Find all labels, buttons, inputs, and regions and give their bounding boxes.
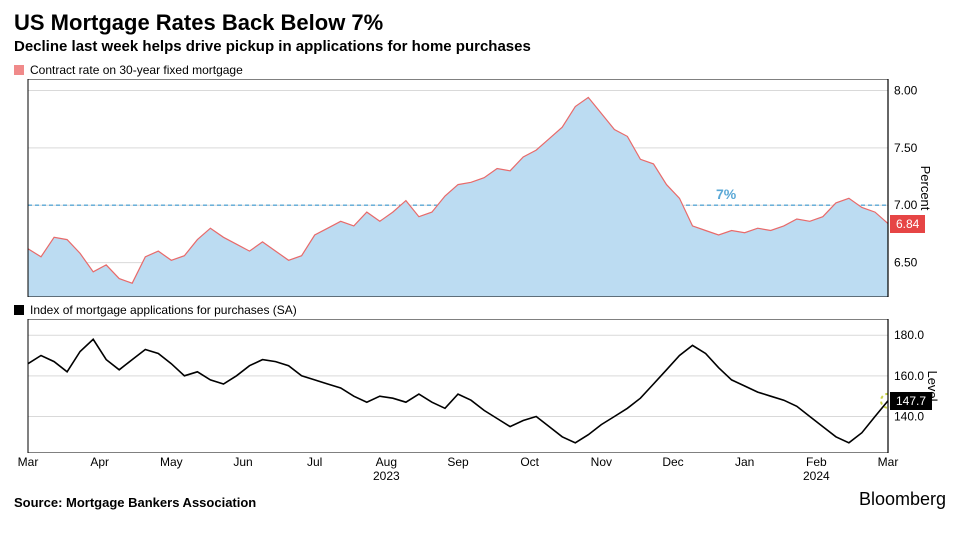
x-month-label: Sep: [447, 455, 468, 469]
x-year-label: 2023: [373, 469, 400, 483]
x-month-label: Mar: [18, 455, 39, 469]
svg-text:7.00: 7.00: [894, 198, 918, 212]
current-value-tag-top: 6.84: [890, 215, 925, 233]
x-month-label: Dec: [662, 455, 683, 469]
x-axis-labels: MarAprMayJunJulAugSepOctNovDecJanFebMar2…: [28, 453, 888, 487]
x-month-label: Jun: [233, 455, 252, 469]
source-label: Source: Mortgage Bankers Association: [14, 495, 256, 510]
svg-text:6.50: 6.50: [894, 256, 918, 270]
axis-title-top: Percent: [918, 166, 933, 211]
legend-label-top: Contract rate on 30-year fixed mortgage: [30, 63, 243, 77]
svg-text:7%: 7%: [716, 186, 737, 202]
chart-subtitle: Decline last week helps drive pickup in …: [14, 38, 946, 55]
x-month-label: Aug: [376, 455, 397, 469]
x-month-label: Jul: [307, 455, 322, 469]
x-month-label: Jan: [735, 455, 754, 469]
x-month-label: Oct: [520, 455, 539, 469]
svg-text:8.00: 8.00: [894, 83, 918, 97]
x-month-label: Mar: [878, 455, 899, 469]
svg-text:160.0: 160.0: [894, 369, 924, 383]
svg-text:140.0: 140.0: [894, 409, 924, 423]
x-month-label: Apr: [90, 455, 109, 469]
legend-swatch-top: [14, 65, 24, 75]
current-value-tag-bottom: 147.7: [890, 392, 932, 410]
svg-text:180.0: 180.0: [894, 328, 924, 342]
svg-text:7.50: 7.50: [894, 141, 918, 155]
chart-title: US Mortgage Rates Back Below 7%: [14, 10, 946, 36]
brand-label: Bloomberg: [859, 489, 946, 510]
x-month-label: Feb: [806, 455, 827, 469]
x-month-label: Nov: [591, 455, 612, 469]
bottom-chart: 140.0160.0180.0 Level 147.7: [14, 319, 946, 453]
legend-label-bottom: Index of mortgage applications for purch…: [30, 303, 297, 317]
top-chart: 6.50 7.00 7.50 8.00 7% Percent 6.84: [14, 79, 946, 297]
x-year-label: 2024: [803, 469, 830, 483]
x-month-label: May: [160, 455, 183, 469]
legend-swatch-bottom: [14, 305, 24, 315]
